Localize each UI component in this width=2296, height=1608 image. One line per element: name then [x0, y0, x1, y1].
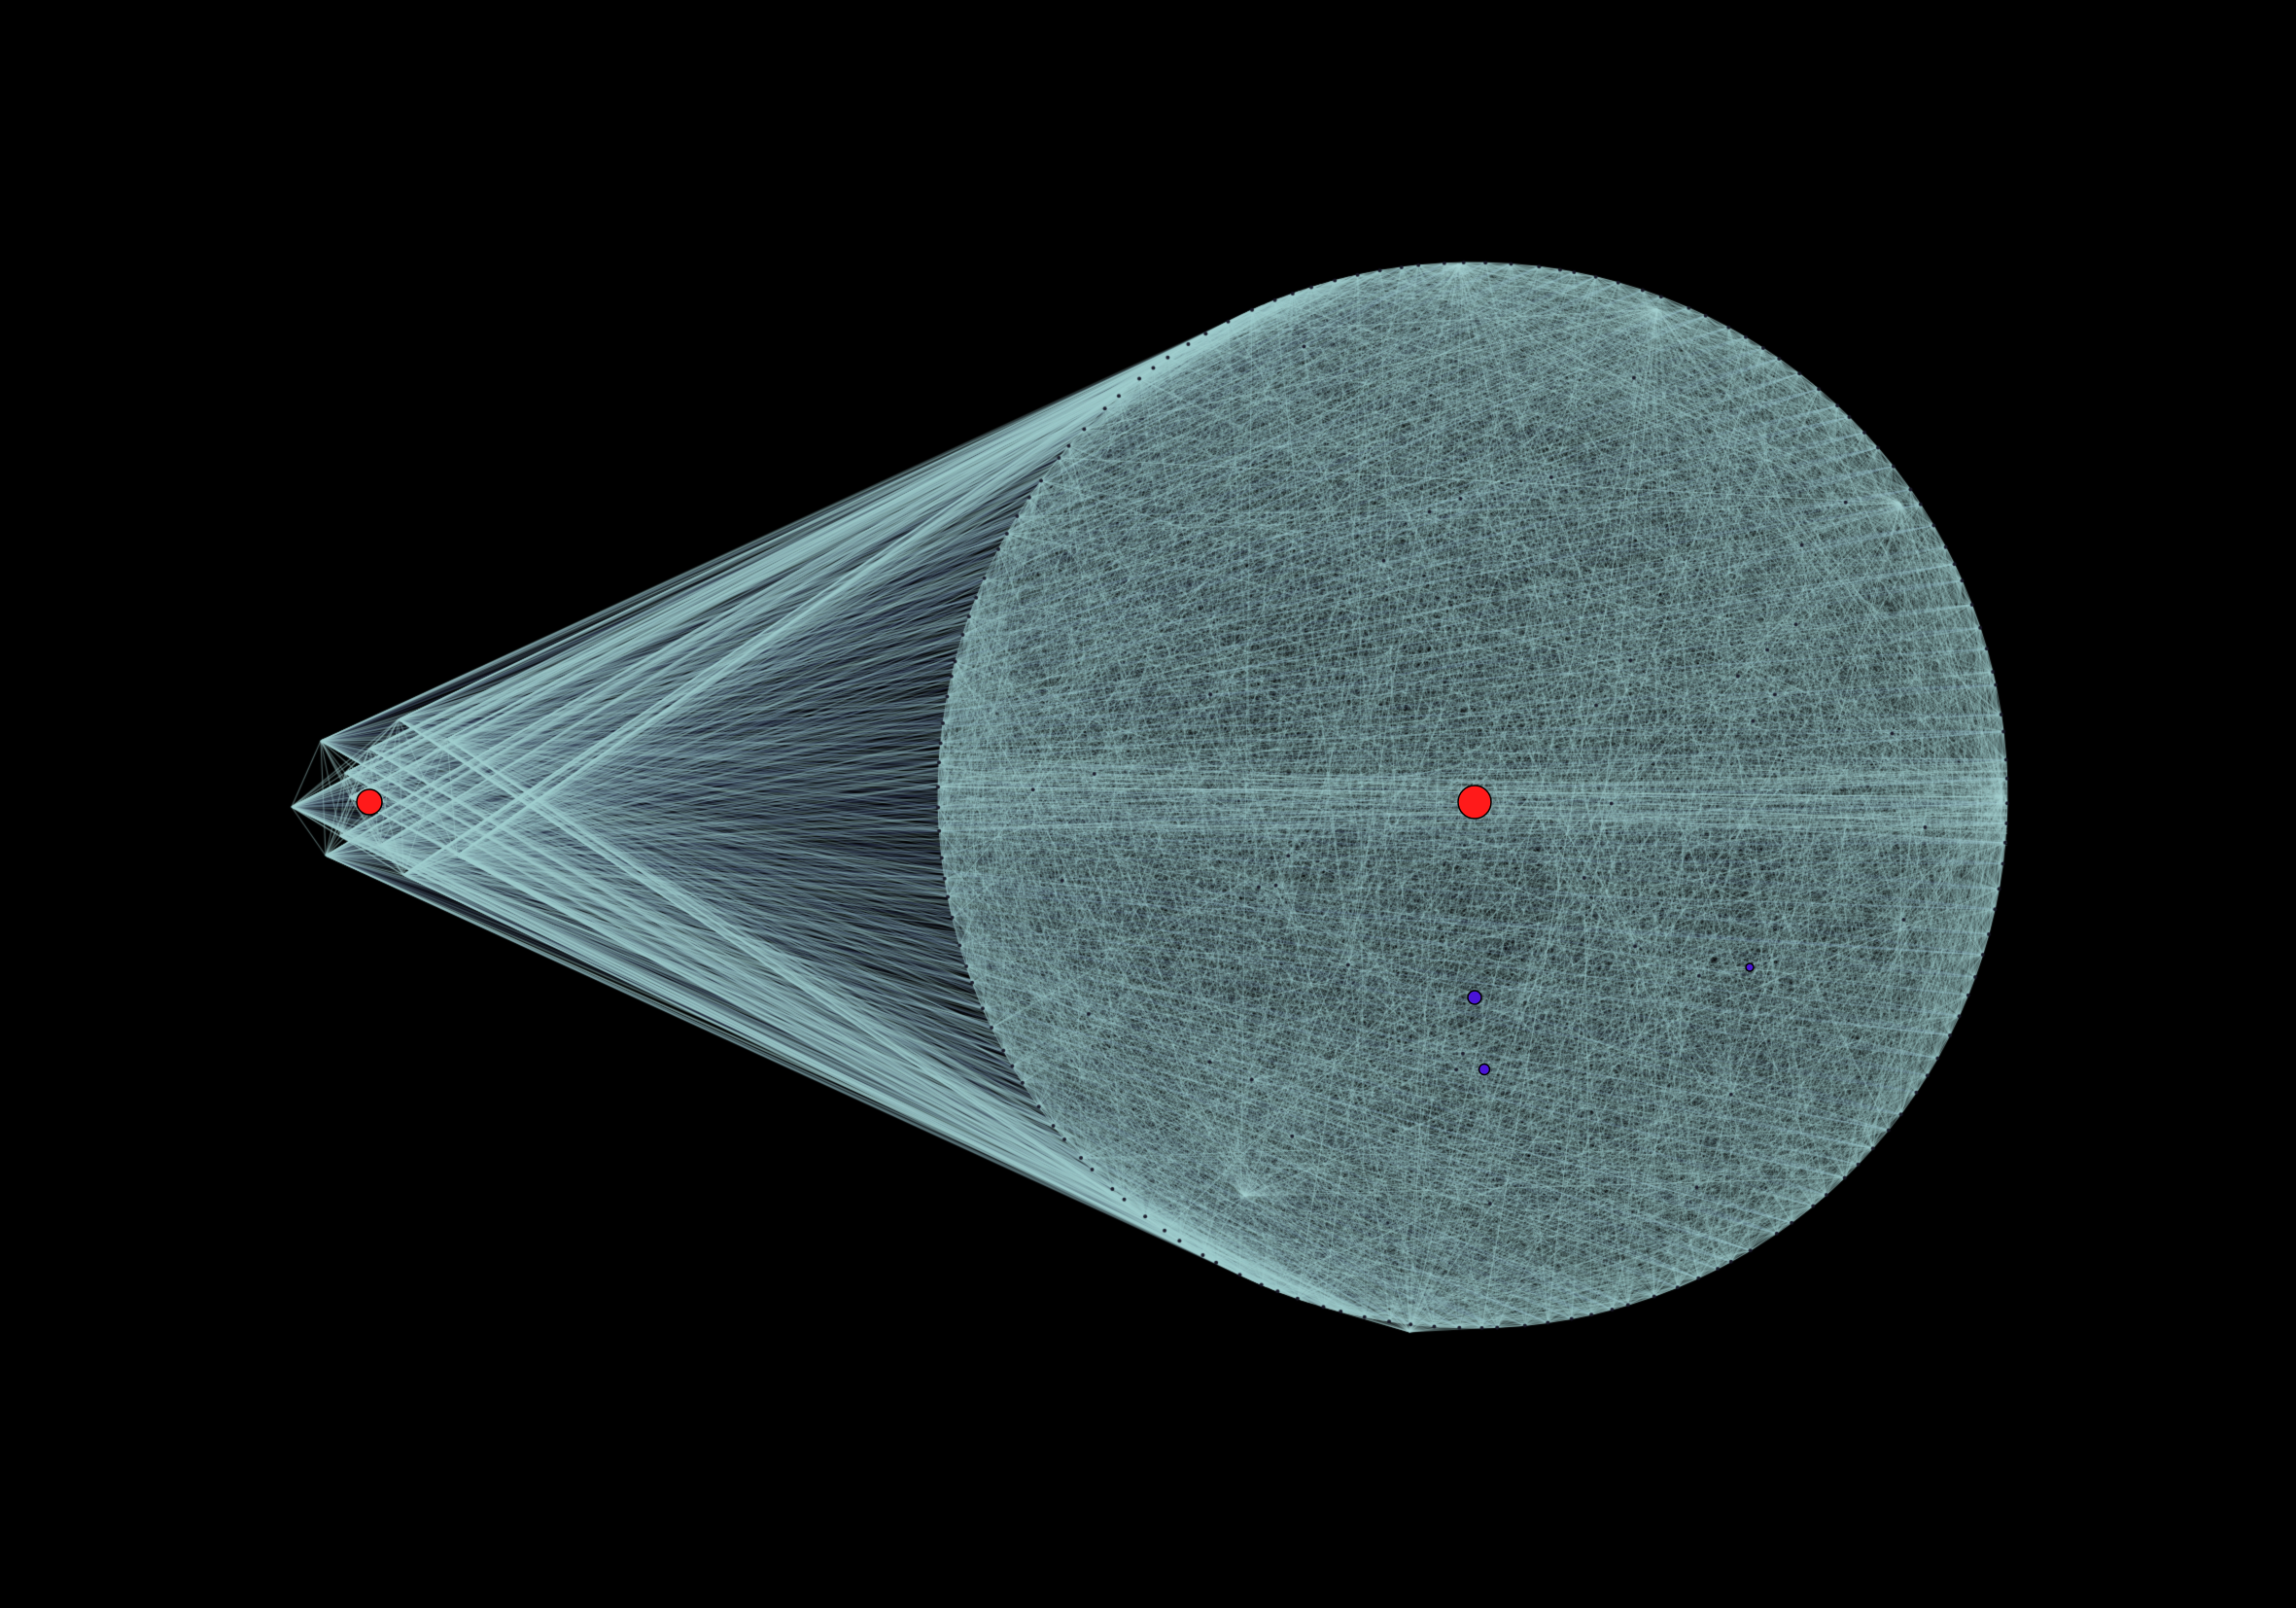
secondary-node — [1745, 962, 1755, 972]
secondary-node — [1478, 1063, 1491, 1076]
hub-node-center — [1457, 785, 1492, 820]
secondary-node — [1467, 990, 1482, 1005]
hub-node-left — [356, 788, 383, 816]
